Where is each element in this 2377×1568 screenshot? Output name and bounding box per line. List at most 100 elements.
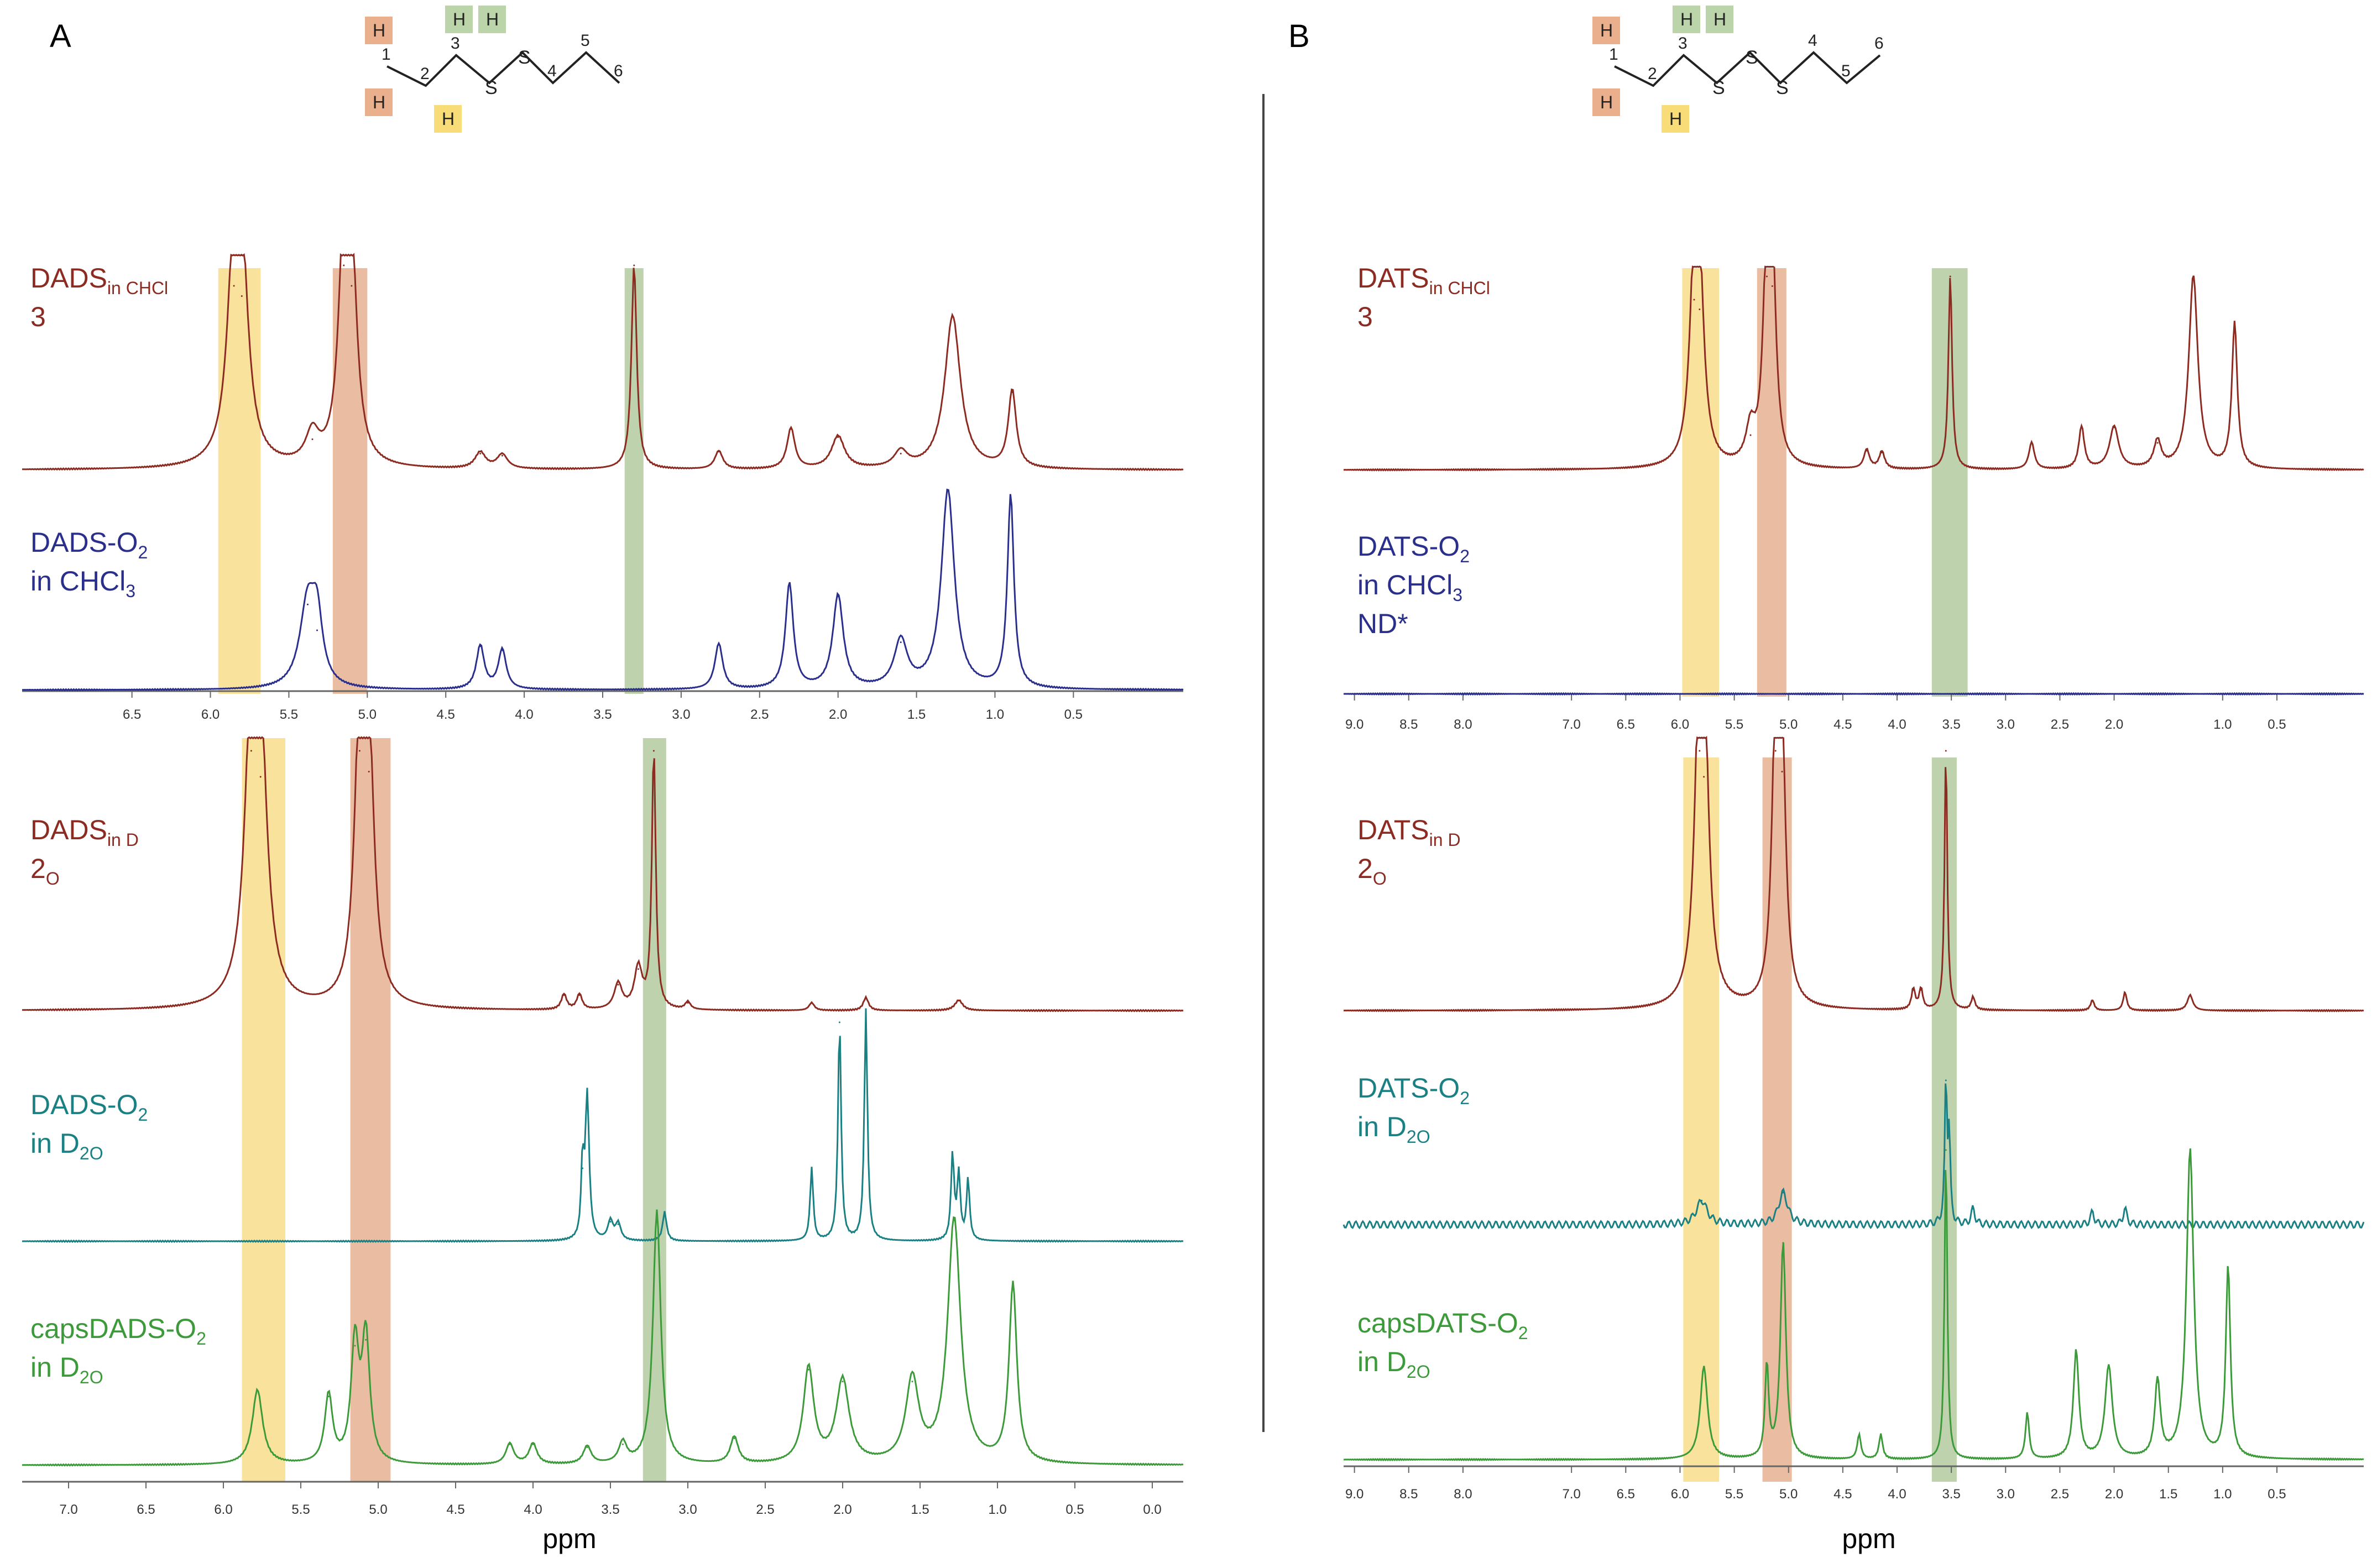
series-label-line2: in D2O <box>30 1128 103 1163</box>
x-tick-label: 6.0 <box>201 707 220 722</box>
series-label-line1: capsDADS-O2 <box>30 1313 206 1349</box>
highlight-band-orange <box>332 268 368 694</box>
series-label-line1: DADS-O2 <box>30 1089 148 1125</box>
series-label-line2: 2O <box>30 853 60 888</box>
peak-marker <box>311 438 314 440</box>
x-tick-label: 3.5 <box>1942 1487 1960 1502</box>
carbon-number: 4 <box>547 62 557 80</box>
peak-marker <box>633 264 635 266</box>
hydrogen-box <box>445 6 473 33</box>
peak-marker <box>1866 450 1868 452</box>
peak-marker <box>637 968 639 970</box>
hydrogen-box <box>1592 17 1620 44</box>
peak-marker <box>1949 275 1951 278</box>
x-tick-label: 2.0 <box>2105 717 2123 732</box>
carbon-number: 4 <box>1808 32 1817 50</box>
peak-marker <box>958 1174 960 1177</box>
x-tick-label: 1.5 <box>911 1502 929 1517</box>
x-tick-label: 3.5 <box>1942 717 1960 732</box>
carbon-number: 6 <box>1874 34 1884 53</box>
peak-marker <box>1880 1434 1882 1436</box>
x-tick-label: 4.5 <box>1833 1487 1852 1502</box>
peak-marker <box>2189 1149 2191 1151</box>
series-label-subscript: 2 <box>1518 1323 1528 1343</box>
peak-marker <box>1699 750 1701 752</box>
peak-marker <box>233 285 235 287</box>
series-label-line1: DATS-O2 <box>1357 531 1470 566</box>
series-label-subscript: 2O <box>1407 1127 1430 1147</box>
series-label-line1: DATSin CHCl <box>1357 263 1490 298</box>
highlight-band-green <box>1931 268 1968 697</box>
series-label-subscript: in CHCl <box>107 278 168 298</box>
x-tick-label: 8.0 <box>1454 717 1472 732</box>
x-tick-label: 3.0 <box>678 1502 697 1517</box>
carbon-number: 5 <box>581 32 590 50</box>
x-tick-label: 4.0 <box>515 707 533 722</box>
x-tick-label: 4.0 <box>1888 717 1906 732</box>
peak-marker <box>1774 750 1777 752</box>
peak-marker <box>664 1211 666 1213</box>
peak-marker <box>1972 997 1974 999</box>
series-label-line2: in D2O <box>1357 1111 1430 1147</box>
peak-marker <box>2233 324 2235 326</box>
peak-marker <box>811 1002 813 1004</box>
peak-marker <box>947 490 949 492</box>
sulfur-atom: S <box>518 47 531 68</box>
x-tick-label: 1.0 <box>2213 717 2232 732</box>
highlight-bands-layer <box>218 268 1968 1482</box>
series-label-line1: DATS-O2 <box>1357 1073 1470 1108</box>
molecule-backbone <box>386 51 620 87</box>
x-tick-label: 4.5 <box>1833 717 1852 732</box>
peak-marker <box>1011 391 1014 393</box>
peak-marker <box>358 750 361 752</box>
x-tick-label: 4.0 <box>1888 1487 1906 1502</box>
series-label-subscript: in D <box>1429 830 1461 850</box>
peak-marker <box>586 1446 588 1449</box>
x-tick-label: 6.5 <box>1617 1487 1635 1502</box>
series-label-subscript: 2 <box>1460 1088 1470 1108</box>
peak-marker <box>952 316 954 317</box>
peak-marker <box>656 1210 658 1212</box>
x-tick-label: 4.0 <box>524 1502 542 1517</box>
peak-marker <box>952 1155 954 1157</box>
series-label-subscript: 3 <box>1453 585 1462 605</box>
x-tick-label: 6.5 <box>123 707 141 722</box>
peak-marker <box>250 750 252 752</box>
hydrogen-atom: H <box>373 20 385 40</box>
x-tick-label: 2.0 <box>2105 1487 2123 1502</box>
series-label-subscript: 2 <box>196 1329 206 1349</box>
peak-marker <box>316 629 318 631</box>
x-tick-label: 5.5 <box>280 707 298 722</box>
peak-marker <box>958 999 960 1001</box>
ppm-label-a: ppm <box>542 1523 596 1554</box>
series-label-subscript: O <box>1373 869 1387 888</box>
carbon-number: 1 <box>382 45 391 64</box>
peak-marker <box>479 645 482 647</box>
axes-layer: 6.5 6.0 5.5 5.0 4.5 4.0 3.5 3.0 2.5 2.0 1.5 1.0 0.5 7… <box>22 690 2364 1517</box>
series-label-line1: capsDATS-O2 <box>1357 1308 1528 1343</box>
x-tick-label: 5.0 <box>1779 1487 1798 1502</box>
spectrum-trace <box>1343 1148 2364 1461</box>
hydrogen-atom: H <box>1600 20 1613 40</box>
series-label-subscript: 2O <box>80 1367 103 1387</box>
peak-marker <box>365 1339 367 1341</box>
peak-marker <box>582 1167 584 1169</box>
peak-marker <box>2075 1350 2077 1352</box>
hydrogen-atom: H <box>1669 109 1682 129</box>
peak-marker <box>1703 1366 1705 1368</box>
peak-marker <box>2081 426 2083 428</box>
peak-marker <box>811 1167 813 1169</box>
x-tick-label: 0.5 <box>2268 1487 2286 1502</box>
series-label-line1: DADSin CHCl <box>30 263 168 298</box>
peak-marker <box>1881 452 1883 453</box>
x-tick-label: 1.0 <box>988 1502 1006 1517</box>
x-tick-label: 1.5 <box>907 707 926 722</box>
x-tick-label: 8.5 <box>1399 717 1418 732</box>
ppm-label-b: ppm <box>1842 1523 1895 1554</box>
molecule-backbone <box>1614 51 1881 87</box>
peak-marker <box>1945 750 1947 752</box>
x-tick-label: 5.5 <box>291 1502 310 1517</box>
peak-marker <box>578 994 581 996</box>
x-tick-label: 8.5 <box>1399 1487 1418 1502</box>
